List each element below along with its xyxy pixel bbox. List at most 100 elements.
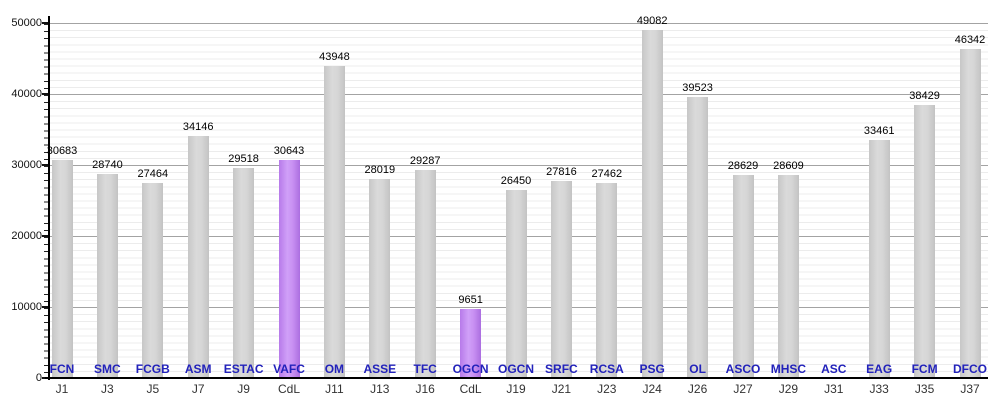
bar-value-label: 30643 xyxy=(273,145,305,158)
x-tick-round-label: J9 xyxy=(237,382,250,396)
x-tick-round-label: J26 xyxy=(687,382,708,396)
bar xyxy=(959,48,981,378)
bar xyxy=(414,170,436,378)
bar-value-label: 27816 xyxy=(546,165,577,178)
bar xyxy=(142,183,164,378)
bar xyxy=(914,105,936,378)
x-tick-team-label: PSG xyxy=(639,362,665,376)
y-axis-line xyxy=(48,16,50,380)
bar-highlighted xyxy=(460,309,482,378)
bar xyxy=(777,174,799,378)
x-tick-round-label: CdL xyxy=(277,382,300,396)
bar-value-label: 27462 xyxy=(591,168,623,181)
bar-value-label: 28629 xyxy=(727,159,759,172)
x-tick-round-label: J27 xyxy=(733,382,753,396)
x-tick-team-label: SRFC xyxy=(545,362,578,376)
bar-value-label: 28019 xyxy=(364,164,396,177)
x-tick-team-label: FCGB xyxy=(135,362,170,376)
y-tick-label: 40000 xyxy=(11,88,42,100)
y-tick-label: 50000 xyxy=(11,17,42,29)
y-axis-major-tick xyxy=(42,235,49,237)
x-tick-team-label: ASM xyxy=(184,362,212,376)
bar-value-label: 43948 xyxy=(319,50,350,63)
x-tick-team-label: TFC xyxy=(413,362,437,376)
bar xyxy=(369,179,391,378)
y-tick-label: 10000 xyxy=(11,301,42,313)
x-tick-round-label: J7 xyxy=(191,382,205,396)
bar xyxy=(505,190,527,378)
x-tick-team-label: RCSA xyxy=(589,362,624,376)
x-tick-team-label: OGCN xyxy=(498,362,534,376)
bar-highlighted xyxy=(278,160,300,378)
x-tick-team-label: MHSC xyxy=(770,362,807,376)
gridline-major xyxy=(49,22,988,24)
x-tick-round-label: J13 xyxy=(370,382,390,396)
y-axis-major-tick xyxy=(42,22,49,24)
x-tick-round-label: J19 xyxy=(506,382,526,396)
x-tick-team-label: ASCO xyxy=(725,362,761,376)
x-tick-team-label: ASC xyxy=(821,362,847,376)
y-axis-major-tick xyxy=(42,93,49,95)
bar xyxy=(687,97,709,378)
bar xyxy=(51,160,73,378)
x-tick-round-label: J35 xyxy=(914,382,935,396)
x-tick-team-label: EAG xyxy=(866,362,893,376)
y-tick-label: 0 xyxy=(35,372,42,384)
bar-value-label: 39523 xyxy=(682,82,713,95)
gridline-major xyxy=(49,164,988,166)
x-tick-round-label: J21 xyxy=(551,382,572,396)
x-tick-round-label: J37 xyxy=(960,382,980,396)
y-tick-label: 20000 xyxy=(11,230,42,242)
x-tick-round-label: J33 xyxy=(869,382,889,396)
bar-value-label: 27464 xyxy=(137,168,169,180)
bar xyxy=(187,135,209,378)
y-axis-major-tick xyxy=(42,306,49,308)
bar-value-label: 30683 xyxy=(46,145,78,158)
x-tick-round-label: J23 xyxy=(597,382,617,396)
x-tick-round-label: CdL xyxy=(459,382,482,396)
x-tick-team-label: OM xyxy=(324,362,345,376)
y-axis-major-tick xyxy=(42,164,49,166)
gridline-major xyxy=(49,93,988,95)
x-tick-team-label: FCM xyxy=(911,362,938,376)
bar-value-label: 49082 xyxy=(636,14,668,27)
bar-value-label: 38429 xyxy=(909,90,940,103)
bar xyxy=(641,29,663,378)
bar-value-label: 9651 xyxy=(458,294,483,307)
bar-value-label: 46342 xyxy=(954,33,986,46)
y-tick-label: 30000 xyxy=(11,159,42,171)
bar-value-label: 33461 xyxy=(863,125,895,138)
x-tick-round-label: J24 xyxy=(642,382,662,396)
bar xyxy=(323,65,345,378)
x-tick-round-label: J5 xyxy=(146,382,160,396)
bar xyxy=(233,168,255,378)
x-tick-team-label: FCN xyxy=(49,362,75,376)
x-tick-team-label: ESTAC xyxy=(223,362,264,376)
x-tick-team-label: OGCN xyxy=(452,362,489,376)
x-tick-round-label: J31 xyxy=(824,382,844,396)
bar xyxy=(550,180,572,378)
x-tick-round-label: J11 xyxy=(325,382,344,396)
bar xyxy=(596,183,618,378)
bar-value-label: 26450 xyxy=(500,175,532,188)
x-axis-line xyxy=(45,377,988,379)
x-tick-round-label: J1 xyxy=(55,382,69,396)
bar-value-label: 29518 xyxy=(228,153,259,166)
bar xyxy=(868,140,890,378)
bar xyxy=(732,174,754,378)
x-tick-round-label: J29 xyxy=(778,382,799,396)
bar-value-label: 29287 xyxy=(409,155,441,168)
x-tick-team-label: ASSE xyxy=(363,362,397,376)
x-tick-round-label: J16 xyxy=(415,382,435,396)
bar xyxy=(96,173,118,378)
bar-value-label: 28740 xyxy=(92,158,123,171)
x-tick-team-label: SMC xyxy=(94,362,121,376)
y-axis-minor-ticks xyxy=(44,23,48,379)
x-tick-team-label: OL xyxy=(689,362,706,376)
bar-value-label: 34146 xyxy=(182,120,214,133)
x-tick-round-label: J3 xyxy=(101,382,114,396)
bar-value-label: 28609 xyxy=(773,159,804,172)
x-tick-team-label: VAFC xyxy=(273,362,305,376)
x-tick-team-label: DFCO xyxy=(953,362,987,376)
